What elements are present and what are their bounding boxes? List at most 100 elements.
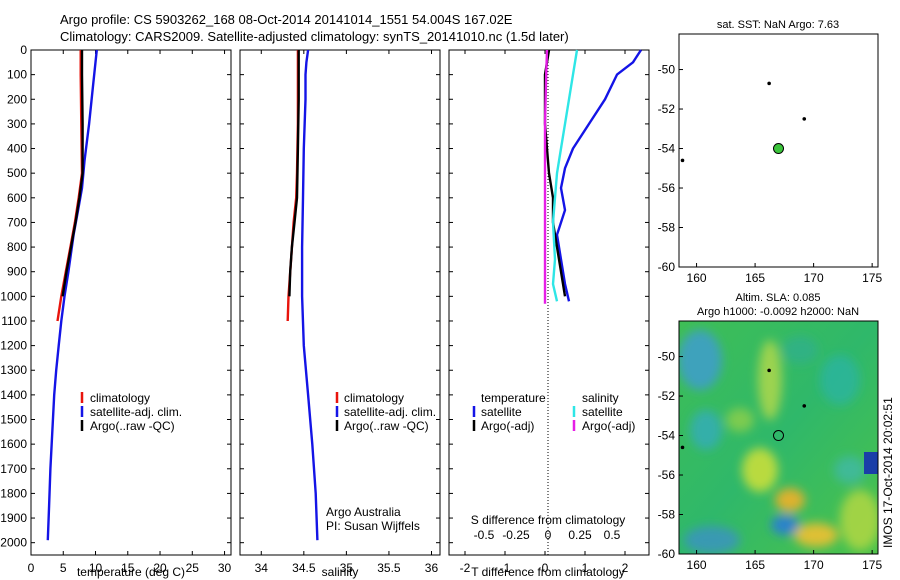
y-tick-label: 1900 bbox=[0, 511, 27, 525]
series-line-satellite bbox=[555, 49, 643, 302]
sla-map-plot-area bbox=[678, 320, 879, 555]
x-tick-label: 0 bbox=[28, 561, 35, 575]
x-tick-label: 34 bbox=[255, 561, 269, 575]
salinity-series bbox=[286, 49, 319, 541]
profile-point bbox=[767, 81, 771, 86]
legend-label-s-satellite: satellite bbox=[582, 405, 623, 419]
map-x-tick-label: 175 bbox=[862, 271, 882, 285]
profile-point bbox=[680, 158, 685, 163]
y-tick-label: 1400 bbox=[0, 388, 27, 402]
credit-line1: Argo Australia bbox=[326, 505, 401, 519]
series-line-argo-raw-qc bbox=[288, 50, 300, 297]
series-line-satellite-adj-clim bbox=[300, 49, 319, 541]
x-tick-label: -2 bbox=[460, 561, 471, 575]
x-tick-label: 34.5 bbox=[292, 561, 316, 575]
sla-map-title-line1: Altim. SLA: 0.085 bbox=[736, 292, 821, 304]
y-tick-label: 1800 bbox=[0, 486, 27, 500]
temperature-legend: climatology satellite-adj. clim. Argo(..… bbox=[80, 391, 182, 433]
salinity-plot-area bbox=[239, 49, 441, 556]
series-line-argo-raw-qc bbox=[61, 50, 84, 297]
map-y-tick-label: -50 bbox=[658, 350, 676, 364]
difference-plot-area bbox=[448, 49, 650, 556]
series-line-satellite-adj-clim bbox=[46, 49, 98, 541]
map-y-tick-label: -58 bbox=[658, 508, 676, 522]
x-tick-label: 35 bbox=[340, 561, 354, 575]
map-x-tick-label: 170 bbox=[804, 558, 824, 572]
watermark: IMOS 17-Oct-2014 20:02:51 bbox=[881, 397, 895, 548]
x-tick-label: 0 bbox=[542, 561, 549, 575]
legend-label-t-argo: Argo(-adj) bbox=[481, 419, 534, 433]
map-y-tick-label: -52 bbox=[658, 389, 676, 403]
y-tick-label: 900 bbox=[7, 265, 27, 279]
map-y-tick-label: -56 bbox=[658, 468, 676, 482]
s-tick-label: -0.5 bbox=[474, 528, 495, 542]
x-tick-label: 10 bbox=[89, 561, 103, 575]
figure-title-line2: Climatology: CARS2009. Satellite-adjuste… bbox=[60, 29, 569, 44]
map-x-tick-label: 160 bbox=[687, 558, 707, 572]
y-tick-label: 2000 bbox=[0, 536, 27, 550]
profile-point bbox=[680, 445, 685, 450]
temperature-x-ticks: 0 5 10 15 20 25 30 bbox=[28, 50, 232, 575]
x-tick-label: 2 bbox=[622, 561, 629, 575]
profile-point bbox=[767, 368, 771, 373]
s-difference-tick-labels: -0.5 -0.25 0 0.25 0.5 bbox=[474, 528, 621, 542]
legend-label-s-argo: Argo(-adj) bbox=[582, 419, 635, 433]
legend-label-argo: Argo(..raw -QC) bbox=[90, 419, 175, 433]
sst-map-ticks: 160 165 170 175 -50 -52 -54 -56 -58 -60 bbox=[658, 63, 883, 285]
sst-map-points bbox=[680, 81, 807, 163]
y-tick-label: 1200 bbox=[0, 339, 27, 353]
figure-title-line1: Argo profile: CS 5903262_168 08-Oct-2014… bbox=[60, 12, 513, 27]
sla-heatmap bbox=[679, 321, 878, 554]
map-y-tick-label: -56 bbox=[658, 181, 676, 195]
y-tick-label: 500 bbox=[7, 166, 27, 180]
legend-label-t-satellite: satellite bbox=[481, 405, 522, 419]
y-tick-label: 1000 bbox=[0, 289, 27, 303]
legend-header-temperature: temperature bbox=[481, 391, 546, 405]
x-tick-label: 35.5 bbox=[377, 561, 401, 575]
map-y-tick-label: -54 bbox=[658, 429, 676, 443]
difference-panel: -2 -1 0 1 2 S difference from climatology -0… bbox=[448, 49, 650, 579]
temperature-series bbox=[46, 49, 98, 541]
legend-header-salinity: salinity bbox=[582, 391, 619, 405]
sst-map-panel: sat. SST: NaN Argo: 7.63 160 165 170 175 -50… bbox=[658, 19, 883, 285]
difference-x-ticks: -2 -1 0 1 2 bbox=[460, 50, 629, 575]
map-x-tick-label: 165 bbox=[745, 558, 765, 572]
x-tick-label: 5 bbox=[60, 561, 67, 575]
legend-label-argo: Argo(..raw -QC) bbox=[344, 419, 429, 433]
difference-series bbox=[543, 49, 643, 304]
y-tick-label: 700 bbox=[7, 215, 27, 229]
y-tick-label: 300 bbox=[7, 117, 27, 131]
y-tick-label: 1600 bbox=[0, 437, 27, 451]
argo-position-marker bbox=[773, 430, 784, 442]
salinity-x-ticks: 34 34.5 35 35.5 36 bbox=[255, 50, 438, 575]
s-tick-label: 0.5 bbox=[604, 528, 621, 542]
s-tick-label: -0.25 bbox=[502, 528, 530, 542]
legend-label-satellite: satellite-adj. clim. bbox=[90, 405, 182, 419]
x-tick-label: 25 bbox=[186, 561, 200, 575]
sla-map-points bbox=[680, 368, 807, 450]
map-x-tick-label: 175 bbox=[862, 558, 882, 572]
sla-map-title-line2: Argo h1000: -0.0092 h2000: NaN bbox=[697, 306, 859, 318]
salinity-legend: climatology satellite-adj. clim. Argo(..… bbox=[335, 391, 436, 433]
argo-position-marker bbox=[773, 143, 784, 155]
legend-label-satellite: satellite-adj. clim. bbox=[344, 405, 436, 419]
sla-map-panel: Altim. SLA: 0.085 Argo h1000: -0.0092 h2… bbox=[658, 292, 895, 572]
x-tick-label: 1 bbox=[582, 561, 589, 575]
y-tick-label: 100 bbox=[7, 68, 27, 82]
s-tick-label: 0.25 bbox=[568, 528, 592, 542]
temperature-panel: 0 5 10 15 20 25 30 0 100 200 300 400 500 600 700 800 90… bbox=[0, 43, 231, 579]
s-difference-axis-label: S difference from climatology bbox=[471, 513, 626, 527]
s-tick-label: 0 bbox=[545, 528, 552, 542]
y-tick-label: 1500 bbox=[0, 413, 27, 427]
series-line-argo-adj bbox=[543, 49, 549, 304]
difference-y-ticks bbox=[449, 49, 649, 544]
y-tick-label: 1700 bbox=[0, 462, 27, 476]
y-tick-label: 0 bbox=[20, 43, 27, 57]
temperature-x-axis-label: temperature (deg C) bbox=[77, 565, 185, 579]
x-tick-label: -1 bbox=[500, 561, 511, 575]
x-tick-label: 20 bbox=[153, 561, 167, 575]
x-tick-label: 30 bbox=[218, 561, 232, 575]
map-x-tick-label: 165 bbox=[745, 271, 765, 285]
legend-label-climatology: climatology bbox=[344, 391, 404, 405]
